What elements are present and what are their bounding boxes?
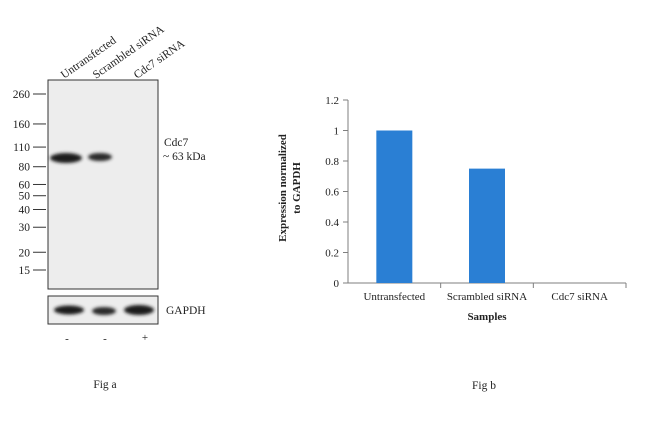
y-axis-title-line1: Expression normalized	[277, 134, 289, 242]
blot-main-panel	[47, 79, 159, 290]
band-gapdh-untransfected	[54, 305, 84, 315]
x-tick-label-0: Untransfected	[363, 291, 425, 303]
target-label-size: ~ 63 kDa	[163, 151, 206, 163]
x-tick-label-1: Scrambled siRNA	[447, 291, 527, 303]
band-cdc7-scrambled	[88, 153, 112, 161]
marker-label-40: 40	[19, 204, 31, 216]
x-tick-label-2: Cdc7 siRNA	[551, 291, 608, 303]
marker-label-260: 260	[13, 89, 31, 101]
lane-sign-untransfected: -	[65, 333, 69, 345]
target-label-name: Cdc7	[164, 137, 189, 149]
lane-sign-scrambled: -	[103, 333, 107, 345]
figure-b-caption: Fig b	[472, 380, 496, 392]
y-tick-label-6: 1.2	[325, 95, 339, 107]
loading-control-label: GAPDH	[166, 305, 206, 317]
plot-area: 0 0.2 0.4 0.6 0.8 1 1.2 Untransfected Scrambled …	[325, 95, 627, 303]
marker-label-60: 60	[19, 179, 31, 191]
bar-untransfected	[376, 130, 413, 283]
band-cdc7-untransfected	[50, 153, 82, 163]
x-axis-title: Samples	[467, 311, 507, 323]
band-gapdh-scrambled	[92, 307, 116, 315]
marker-label-20: 20	[19, 247, 31, 259]
lane-sign-cdc7-sirna: +	[142, 332, 148, 344]
y-axis-title-line2: to GAPDH	[291, 162, 303, 214]
western-blot: Untransfected Scrambled siRNA Cdc7 siRNA…	[13, 23, 206, 391]
figure-a-caption: Fig a	[93, 379, 116, 391]
y-axis-title: Expression normalized to GAPDH	[277, 134, 303, 242]
y-tick-label-3: 0.6	[325, 187, 339, 199]
bar-scrambled-sirna	[469, 168, 505, 283]
marker-label-160: 160	[13, 119, 31, 131]
marker-label-80: 80	[19, 162, 31, 174]
y-tick-label-5: 1	[334, 126, 340, 138]
y-tick-label-4: 0.8	[325, 156, 339, 168]
marker-label-110: 110	[13, 142, 30, 154]
y-tick-label-0: 0	[334, 278, 340, 290]
y-tick-label-2: 0.4	[325, 217, 339, 229]
band-gapdh-cdc7-sirna	[124, 305, 154, 315]
bar-chart: Expression normalized to GAPDH 0 0.2 0.4 0.…	[277, 95, 627, 392]
marker-label-30: 30	[19, 222, 31, 234]
y-tick-label-1: 0.2	[325, 248, 339, 260]
marker-label-15: 15	[19, 265, 31, 277]
marker-label-50: 50	[19, 191, 31, 203]
